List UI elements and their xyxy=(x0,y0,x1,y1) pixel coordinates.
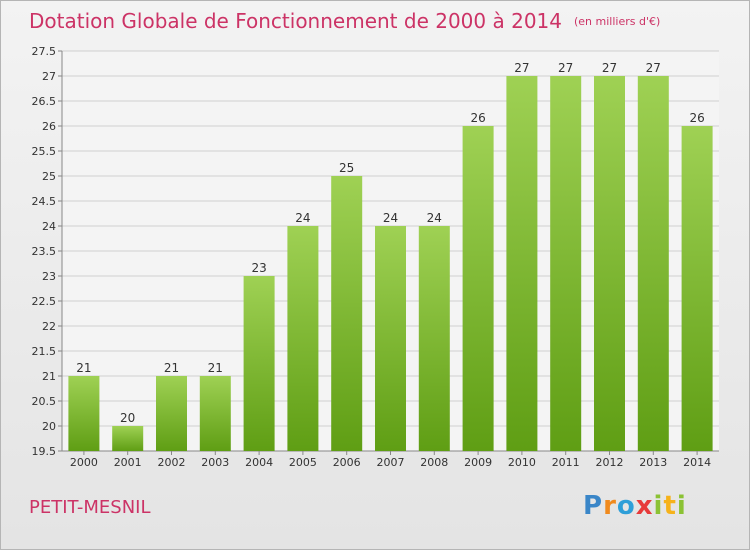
x-tick-label: 2014 xyxy=(683,456,711,469)
x-tick-label: 2011 xyxy=(552,456,580,469)
x-tick-label: 2006 xyxy=(333,456,361,469)
y-tick-label: 24.5 xyxy=(32,195,57,208)
y-tick-label: 27.5 xyxy=(32,45,57,58)
data-label: 23 xyxy=(251,261,266,275)
y-tick-label: 26 xyxy=(42,120,56,133)
y-tick-label: 25 xyxy=(42,170,56,183)
bar xyxy=(156,376,187,451)
x-tick-label: 2005 xyxy=(289,456,317,469)
y-tick-label: 23.5 xyxy=(32,245,57,258)
y-tick-label: 24 xyxy=(42,220,56,233)
data-label: 21 xyxy=(164,361,179,375)
data-label: 20 xyxy=(120,411,135,425)
y-tick-label: 22.5 xyxy=(32,295,57,308)
x-tick-label: 2002 xyxy=(158,456,186,469)
y-tick-label: 23 xyxy=(42,270,56,283)
y-tick-label: 19.5 xyxy=(32,445,57,458)
data-label: 27 xyxy=(558,61,573,75)
x-tick-label: 2013 xyxy=(639,456,667,469)
data-label: 24 xyxy=(295,211,310,225)
x-tick-label: 2004 xyxy=(245,456,273,469)
data-label: 24 xyxy=(383,211,398,225)
data-label: 27 xyxy=(514,61,529,75)
data-label: 26 xyxy=(470,111,485,125)
x-tick-label: 2000 xyxy=(70,456,98,469)
x-tick-label: 2008 xyxy=(420,456,448,469)
title-text: Dotation Globale de Fonctionnement de 20… xyxy=(29,9,562,33)
x-tick-label: 2010 xyxy=(508,456,536,469)
y-tick-label: 22 xyxy=(42,320,56,333)
data-label: 27 xyxy=(646,61,661,75)
data-label: 25 xyxy=(339,161,354,175)
data-label: 26 xyxy=(689,111,704,125)
data-label: 27 xyxy=(602,61,617,75)
y-tick-label: 27 xyxy=(42,70,56,83)
unit-label: (en milliers d'€) xyxy=(574,15,661,28)
bar xyxy=(550,76,582,451)
bar xyxy=(418,226,450,451)
bar xyxy=(506,76,538,451)
bar xyxy=(68,376,100,451)
y-tick-label: 25.5 xyxy=(32,145,57,158)
bar xyxy=(112,426,144,451)
bar xyxy=(243,276,275,451)
y-tick-label: 20.5 xyxy=(32,395,57,408)
bar xyxy=(287,226,319,451)
data-label: 21 xyxy=(208,361,223,375)
data-label: 24 xyxy=(427,211,442,225)
bar xyxy=(462,126,494,451)
x-tick-label: 2007 xyxy=(377,456,405,469)
bar xyxy=(637,76,669,451)
x-tick-label: 2009 xyxy=(464,456,492,469)
x-tick-label: 2012 xyxy=(596,456,624,469)
data-label: 21 xyxy=(76,361,91,375)
bar xyxy=(331,176,363,451)
bar xyxy=(375,226,406,451)
bar xyxy=(199,376,231,451)
y-tick-label: 21 xyxy=(42,370,56,383)
city-name: PETIT-MESNIL xyxy=(29,497,151,518)
bar xyxy=(681,126,713,451)
chart-title: Dotation Globale de Fonctionnement de 20… xyxy=(29,9,660,33)
x-tick-label: 2001 xyxy=(114,456,142,469)
proxiti-logo: Proxiti xyxy=(583,491,687,521)
y-tick-label: 20 xyxy=(42,420,56,433)
bar xyxy=(594,76,625,451)
x-tick-label: 2003 xyxy=(201,456,229,469)
y-tick-label: 26.5 xyxy=(32,95,57,108)
y-tick-label: 21.5 xyxy=(32,345,57,358)
